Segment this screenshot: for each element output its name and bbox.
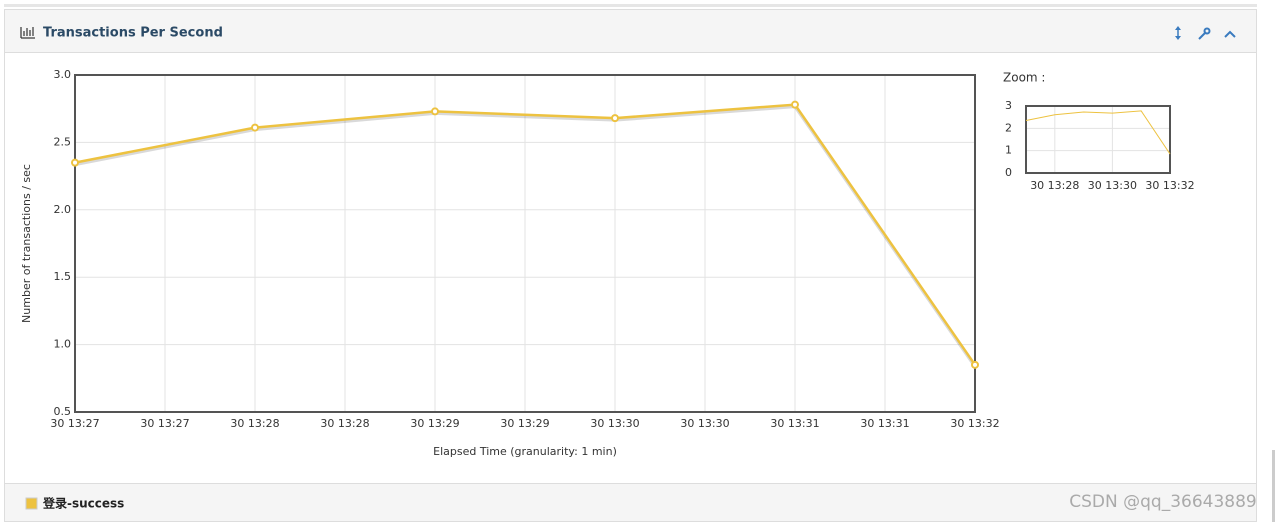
y-tick-label: 0.5 [54,405,72,418]
resize-icon[interactable] [1175,26,1181,40]
zoom-frame [1025,105,1171,174]
scrollbar [1272,450,1275,522]
panel-title: Transactions Per Second [43,26,223,41]
y-tick-label: 2 [1005,121,1012,134]
x-tick-label: 30 13:31 [860,417,909,430]
x-tick-label: 30 13:29 [410,417,459,430]
y-tick-label: 1 [1005,144,1012,157]
x-tick-label: 30 13:30 [1088,179,1137,192]
watermark: CSDN @qq_36643889 [1069,492,1256,512]
data-point [791,100,799,109]
panel-header [5,10,1256,52]
x-tick-label: 30 13:30 [590,417,639,430]
x-tick-label: 30 13:31 [770,417,819,430]
x-tick-label: 30 13:32 [1145,179,1194,192]
series-line [74,103,977,366]
chart-icon [20,27,35,39]
y-axis-label: Number of transactions / sec [20,164,33,323]
y-tick-label: 2.5 [54,135,72,148]
y-tick-label: 2.0 [54,203,72,216]
legend-swatch [25,497,38,510]
x-tick-label: 30 13:29 [500,417,549,430]
y-tick-label: 1.5 [54,270,72,283]
data-point [71,158,79,167]
y-tick-label: 3.0 [54,68,72,81]
collapse-icon[interactable] [1224,30,1236,38]
x-tick-label: 30 13:28 [1030,179,1079,192]
data-point [971,360,979,369]
data-point [431,107,439,116]
legend-label: 登录-success [42,496,124,511]
x-tick-label: 30 13:27 [50,417,99,430]
zoom-line [1025,110,1171,155]
x-tick-label: 30 13:30 [680,417,729,430]
y-tick-label: 1.0 [54,338,72,351]
data-point [611,114,619,123]
plot-frame [74,74,976,413]
x-tick-label: 30 13:32 [950,417,999,430]
y-tick-label: 3 [1005,99,1012,112]
settings-icon[interactable] [1198,27,1211,40]
top-border [4,4,1257,7]
y-tick-label: 0 [1005,166,1012,179]
panel [4,9,1257,522]
data-point [251,123,259,132]
x-tick-label: 30 13:28 [230,417,279,430]
x-tick-label: 30 13:27 [140,417,189,430]
zoom-title: Zoom : [1003,71,1045,85]
x-tick-label: 30 13:28 [320,417,369,430]
legend-bar [5,484,1256,521]
x-axis-label: Elapsed Time (granularity: 1 min) [433,445,617,458]
